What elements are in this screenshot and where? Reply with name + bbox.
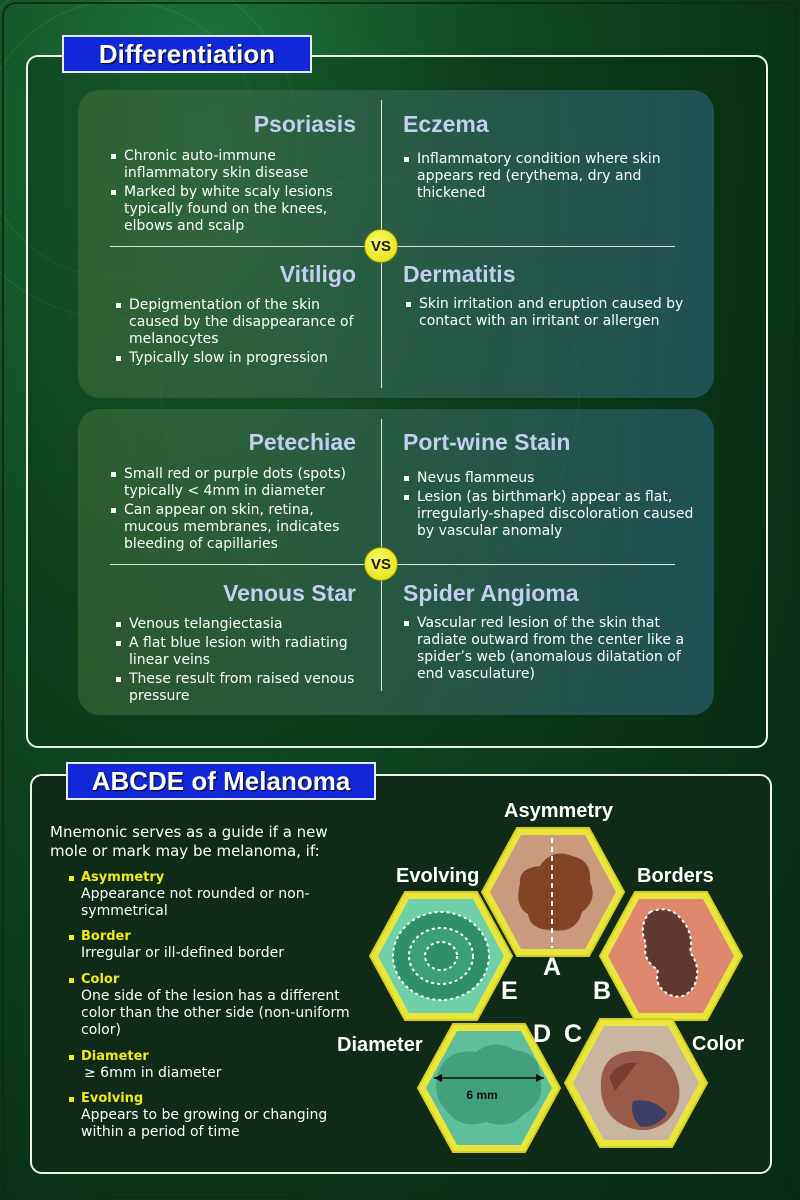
borders-label: Borders — [637, 865, 714, 887]
list-item-color: Color One side of the lesion has a diffe… — [68, 972, 368, 1039]
differentiation-title: Differentiation — [62, 35, 312, 73]
diameter-hexagon: 6 mm — [416, 1023, 562, 1153]
term-color: Color — [81, 972, 120, 987]
list-item: Vascular red lesion of the skin that rad… — [403, 615, 698, 683]
venous-star-bullets: Venous telangiectasia A flat blue lesion… — [115, 616, 370, 707]
desc-diameter: ≥ 6mm in diameter — [84, 1065, 222, 1081]
term-border: Border — [81, 929, 131, 944]
desc-border: Irregular or ill-defined border — [81, 945, 284, 961]
list-item: Can appear on skin, retina, mucous membr… — [110, 502, 365, 553]
list-item: These result from raised venous pressure — [115, 671, 370, 705]
melanoma-title: ABCDE of Melanoma — [66, 762, 376, 800]
port-wine-stain-bullets: Nevus flammeus Lesion (as birthmark) app… — [403, 470, 698, 542]
term-asymmetry: Asymmetry — [81, 870, 165, 885]
desc-evolving: Appears to be growing or changing within… — [81, 1107, 328, 1140]
eczema-bullets: Inflammatory condition where skin appear… — [403, 151, 693, 204]
vs-badge: VS — [364, 547, 398, 581]
term-diameter: Diameter — [81, 1049, 149, 1064]
evolving-hexagon — [368, 891, 514, 1021]
spider-angioma-title: Spider Angioma — [403, 580, 579, 606]
desc-color: One side of the lesion has a different c… — [81, 988, 350, 1038]
term-evolving: Evolving — [81, 1091, 144, 1106]
letter-a: A — [543, 953, 562, 981]
list-item-border: Border Irregular or ill-defined border — [68, 929, 368, 962]
list-item: Marked by white scaly lesions typically … — [110, 184, 360, 235]
list-item: Nevus flammeus — [403, 470, 698, 487]
dermatitis-title: Dermatitis — [403, 261, 516, 287]
list-item-diameter: Diameter ≥ 6mm in diameter — [68, 1049, 368, 1082]
list-item: Depigmentation of the skin caused by the… — [115, 297, 370, 348]
letter-d: D — [533, 1020, 552, 1048]
spider-angioma-bullets: Vascular red lesion of the skin that rad… — [403, 615, 698, 685]
venous-star-title: Venous Star — [223, 580, 356, 606]
psoriasis-title: Psoriasis — [253, 111, 356, 137]
borders-hexagon — [598, 891, 744, 1021]
vitiligo-title: Vitiligo — [279, 261, 356, 287]
list-item: Inflammatory condition where skin appear… — [403, 151, 693, 202]
letter-b: B — [593, 977, 612, 1005]
vs-badge: VS — [364, 229, 398, 263]
list-item: A flat blue lesion with radiating linear… — [115, 635, 370, 669]
list-item: Venous telangiectasia — [115, 616, 370, 633]
diameter-label: Diameter — [337, 1034, 423, 1056]
desc-asymmetry: Appearance not rounded or non-symmetrica… — [81, 886, 310, 919]
dermatitis-bullets: Skin irritation and eruption caused by c… — [405, 296, 695, 332]
list-item-evolving: Evolving Appears to be growing or changi… — [68, 1091, 368, 1141]
color-label: Color — [692, 1033, 745, 1055]
psoriasis-bullets: Chronic auto-immune inflammatory skin di… — [110, 148, 360, 237]
petechiae-bullets: Small red or purple dots (spots) typical… — [110, 466, 365, 555]
mnemonic-intro: Mnemonic serves as a guide if a new mole… — [50, 823, 328, 860]
asymmetry-hexagon — [480, 827, 626, 957]
evolving-label: Evolving — [396, 865, 480, 887]
color-hexagon — [563, 1018, 709, 1148]
port-wine-stain-title: Port-wine Stain — [403, 429, 571, 455]
abcde-list: Asymmetry Appearance not rounded or non-… — [68, 870, 368, 1141]
list-item: Chronic auto-immune inflammatory skin di… — [110, 148, 360, 182]
vitiligo-bullets: Depigmentation of the skin caused by the… — [115, 297, 370, 369]
asymmetry-label: Asymmetry — [504, 800, 613, 822]
letter-e: E — [501, 977, 518, 1005]
petechiae-title: Petechiae — [248, 429, 356, 455]
list-item: Skin irritation and eruption caused by c… — [405, 296, 695, 330]
letter-c: C — [564, 1020, 583, 1048]
list-item: Typically slow in progression — [115, 350, 370, 367]
list-item-asymmetry: Asymmetry Appearance not rounded or non-… — [68, 870, 368, 920]
list-item: Small red or purple dots (spots) typical… — [110, 466, 365, 500]
diameter-measure-label: 6 mm — [466, 1088, 497, 1102]
eczema-title: Eczema — [403, 111, 489, 137]
list-item: Lesion (as birthmark) appear as flat, ir… — [403, 489, 698, 540]
